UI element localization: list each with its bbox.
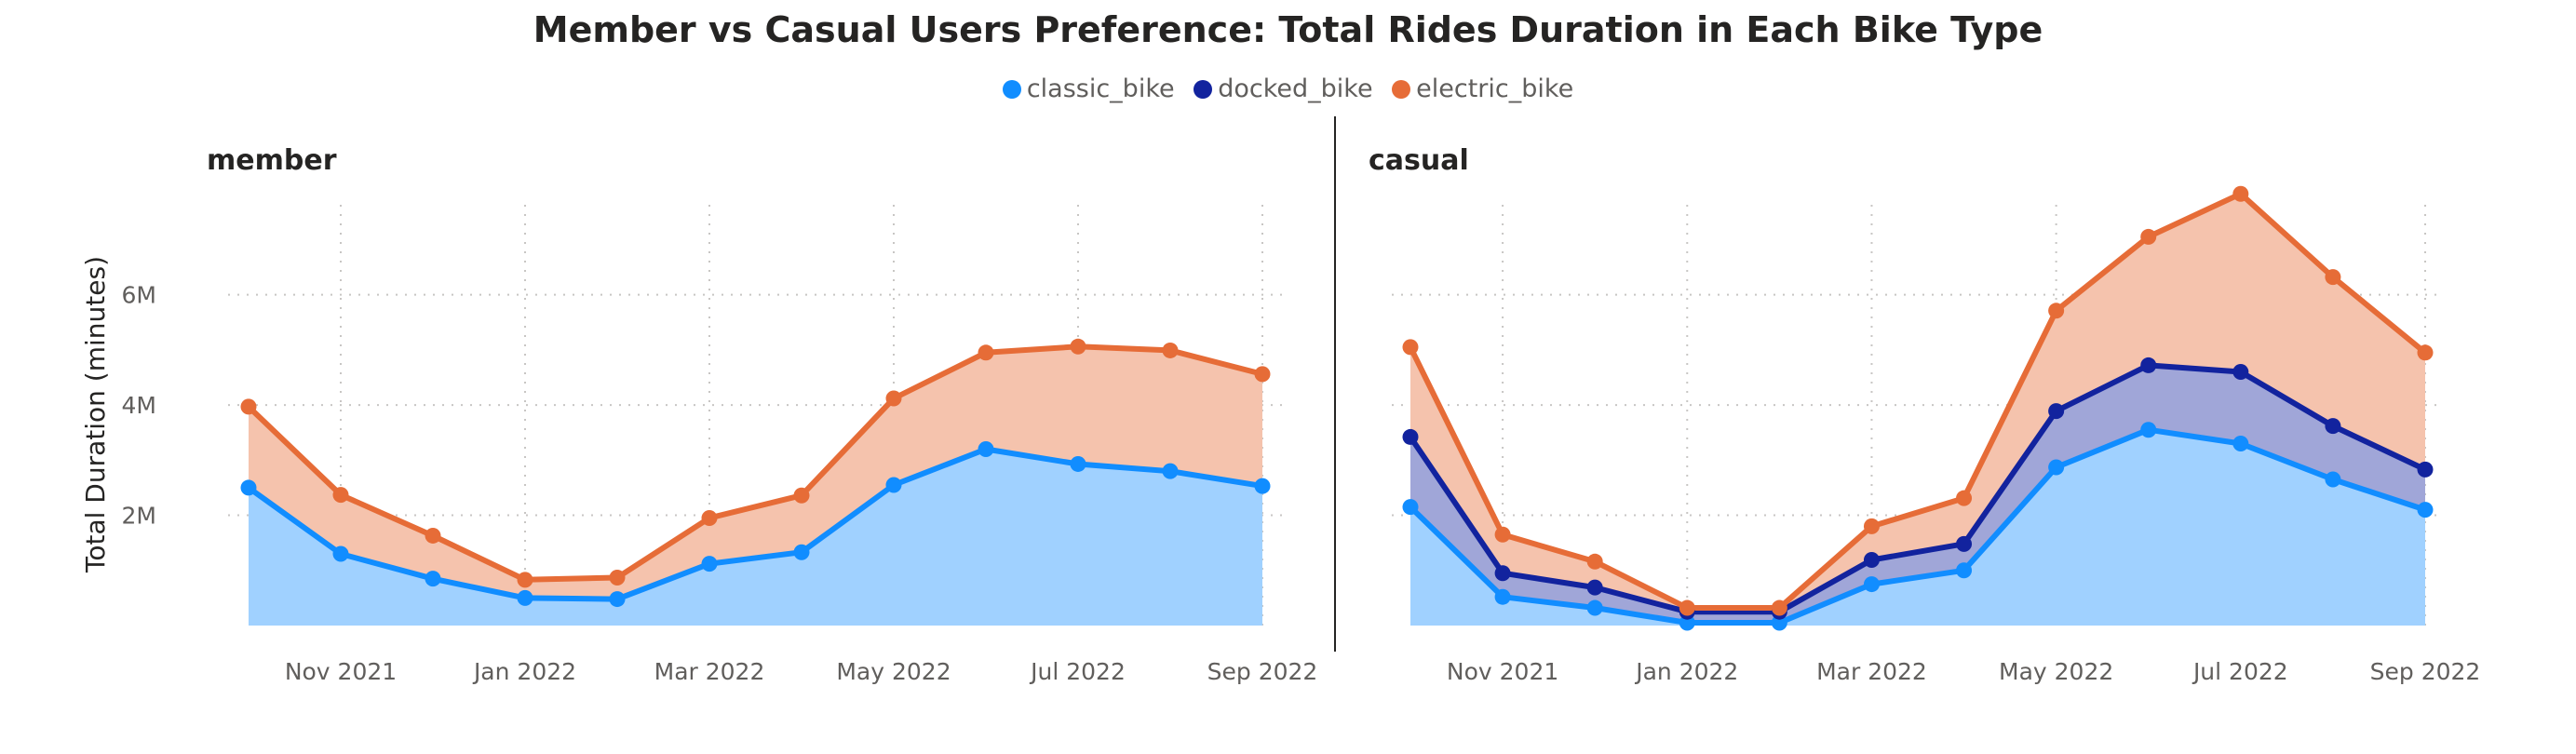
point-docked-bike-casual — [1956, 535, 1973, 552]
x-tick-label-casual: Sep 2022 — [2370, 658, 2481, 685]
point-docked-bike-casual — [2140, 357, 2157, 373]
point-electric-bike-member — [793, 487, 810, 504]
point-docked-bike-casual — [1863, 552, 1880, 569]
legend-item-electric-bike[interactable]: electric_bike — [1392, 74, 1573, 103]
point-electric-bike-casual — [2417, 344, 2434, 361]
chart-title: Member vs Casual Users Preference: Total… — [533, 9, 2043, 50]
point-electric-bike-casual — [2325, 269, 2341, 286]
legend-item-docked-bike[interactable]: docked_bike — [1194, 74, 1373, 103]
point-electric-bike-casual — [1679, 599, 1695, 616]
legend-label-classic-bike: classic_bike — [1026, 74, 1175, 103]
panel-title-member: member — [207, 144, 337, 177]
point-classic-bike-casual — [2325, 471, 2341, 488]
point-classic-bike-member — [978, 440, 994, 457]
point-electric-bike-member — [885, 390, 902, 407]
point-electric-bike-casual — [2232, 185, 2249, 202]
x-tick-label-member: Sep 2022 — [1207, 658, 1318, 685]
point-docked-bike-casual — [2232, 364, 2249, 381]
legend-swatch-classic-bike — [1002, 80, 1021, 99]
point-electric-bike-member — [240, 398, 257, 415]
point-electric-bike-member — [609, 569, 626, 586]
legend-label-electric-bike: electric_bike — [1416, 74, 1574, 103]
line-electric-bike-casual — [1408, 191, 2427, 611]
point-classic-bike-casual — [1771, 614, 1787, 631]
x-tick-label-member: May 2022 — [836, 658, 951, 685]
x-tick-label-casual: Nov 2021 — [1447, 658, 1558, 685]
point-classic-bike-member — [1254, 478, 1271, 494]
point-classic-bike-member — [425, 571, 441, 587]
point-classic-bike-member — [885, 477, 902, 493]
area-electric-bike-casual — [1410, 194, 2425, 613]
point-classic-bike-casual — [1679, 614, 1695, 631]
point-classic-bike-member — [701, 556, 718, 572]
area-docked-bike-casual — [1410, 365, 2425, 623]
area-electric-bike-member — [249, 346, 1262, 599]
x-tick-label-member: Jan 2022 — [472, 658, 576, 685]
point-electric-bike-member — [332, 487, 349, 504]
y-tick-label: 4M — [122, 392, 156, 419]
y-axis-label: Total Duration (minutes) — [80, 256, 111, 573]
point-classic-bike-member — [609, 591, 626, 608]
area-classic-bike-casual — [1410, 429, 2425, 626]
point-classic-bike-casual — [1956, 562, 1973, 579]
point-electric-bike-member — [1162, 342, 1179, 358]
point-electric-bike-member — [978, 344, 994, 361]
point-electric-bike-casual — [1402, 339, 1419, 356]
point-classic-bike-member — [793, 544, 810, 560]
point-electric-bike-member — [1254, 366, 1271, 383]
point-docked-bike-casual — [1586, 579, 1603, 596]
point-classic-bike-casual — [2048, 459, 2065, 476]
point-electric-bike-casual — [1863, 518, 1880, 534]
panel-title-casual: casual — [1369, 144, 1469, 177]
point-electric-bike-casual — [2048, 303, 2065, 319]
point-electric-bike-casual — [1771, 599, 1787, 616]
legend: classic_bike docked_bike electric_bike — [0, 74, 2576, 103]
point-electric-bike-casual — [1494, 526, 1511, 543]
point-classic-bike-member — [1162, 463, 1179, 479]
point-electric-bike-casual — [1956, 490, 1973, 506]
y-tick-label: 2M — [122, 503, 156, 530]
x-tick-label-member: Jul 2022 — [1029, 658, 1126, 685]
point-classic-bike-member — [332, 545, 349, 562]
legend-swatch-electric-bike — [1392, 80, 1411, 99]
legend-item-classic-bike[interactable]: classic_bike — [1002, 74, 1175, 103]
point-classic-bike-casual — [2232, 436, 2249, 452]
legend-label-docked-bike: docked_bike — [1218, 74, 1373, 103]
point-classic-bike-casual — [1494, 588, 1511, 605]
point-electric-bike-member — [517, 572, 533, 588]
x-tick-label-casual: May 2022 — [1999, 658, 2113, 685]
x-tick-label-casual: Jul 2022 — [2192, 658, 2288, 685]
point-docked-bike-casual — [2417, 461, 2434, 478]
point-classic-bike-member — [240, 479, 257, 496]
line-classic-bike-member — [247, 446, 1263, 602]
point-docked-bike-casual — [2325, 418, 2341, 435]
point-classic-bike-casual — [2417, 502, 2434, 518]
point-docked-bike-casual — [1494, 565, 1511, 582]
legend-swatch-docked-bike — [1194, 80, 1213, 99]
x-tick-label-casual: Mar 2022 — [1816, 658, 1927, 685]
point-classic-bike-casual — [1402, 499, 1419, 516]
x-tick-label-member: Nov 2021 — [285, 658, 397, 685]
point-docked-bike-casual — [1402, 428, 1419, 445]
point-electric-bike-member — [1070, 338, 1086, 355]
area-classic-bike-member — [249, 449, 1262, 626]
point-classic-bike-casual — [1586, 599, 1603, 616]
point-electric-bike-casual — [2140, 228, 2157, 245]
point-classic-bike-member — [517, 589, 533, 606]
line-electric-bike-member — [246, 343, 1263, 583]
point-classic-bike-casual — [1863, 576, 1880, 593]
y-tick-label: 6M — [122, 282, 156, 309]
point-classic-bike-member — [1070, 455, 1086, 472]
x-tick-label-casual: Jan 2022 — [1634, 658, 1738, 685]
point-electric-bike-member — [701, 510, 718, 526]
point-classic-bike-casual — [2140, 422, 2157, 438]
point-electric-bike-member — [425, 527, 441, 544]
point-docked-bike-casual — [2048, 403, 2065, 420]
x-tick-label-member: Mar 2022 — [654, 658, 765, 685]
point-electric-bike-casual — [1586, 553, 1603, 570]
line-classic-bike-casual — [1408, 426, 2426, 626]
line-docked-bike-casual — [1408, 362, 2427, 615]
